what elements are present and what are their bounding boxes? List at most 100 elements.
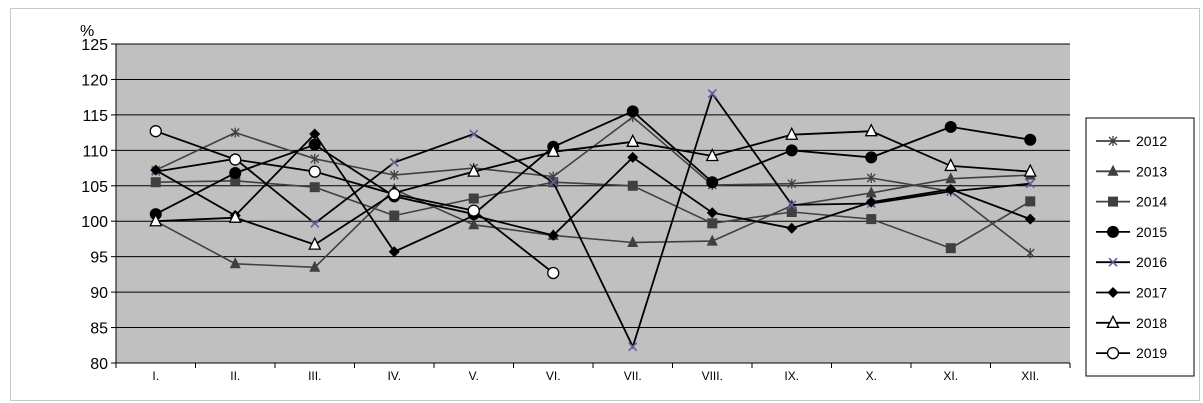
plot-area <box>116 44 1070 363</box>
legend-box <box>1085 117 1195 377</box>
data-point-2018 <box>149 213 163 227</box>
x-tick-label: V. <box>469 369 479 383</box>
legend-marker-2017 <box>1107 287 1119 298</box>
x-tick-label: XI. <box>943 369 958 383</box>
data-point-2018 <box>546 143 560 157</box>
data-point-2017 <box>150 164 162 176</box>
data-point-2013 <box>229 257 241 269</box>
data-point-2016 <box>1025 179 1035 189</box>
data-point-2015 <box>944 120 957 133</box>
y-tick-label: 110 <box>82 143 108 160</box>
legend-marker-2012 <box>1108 136 1118 146</box>
y-tick-label: 120 <box>81 72 108 89</box>
data-point-2019 <box>467 204 480 217</box>
data-point-2014 <box>150 177 161 188</box>
series-line-2016 <box>155 91 1031 350</box>
legend-marker-2019 <box>1106 346 1120 360</box>
data-point-2014 <box>230 175 241 186</box>
data-point-2017 <box>945 183 957 195</box>
x-tick-label: VIII. <box>702 369 723 383</box>
data-point-2014 <box>1025 196 1036 207</box>
data-point-2015 <box>229 167 242 180</box>
data-point-2015 <box>706 176 719 189</box>
data-point-2016 <box>310 218 320 228</box>
x-tick-label: I. <box>152 369 159 383</box>
series-line-2019 <box>155 130 554 274</box>
legend-marker-2014 <box>1108 196 1118 207</box>
data-point-2019 <box>149 125 162 138</box>
data-point-2013 <box>865 186 877 198</box>
data-point-2014 <box>627 180 638 191</box>
data-point-2018 <box>228 209 242 223</box>
x-tick-label: XII. <box>1021 369 1039 383</box>
x-tick-label: VII. <box>624 369 642 383</box>
y-tick-label: 85 <box>90 321 108 338</box>
series-line-2015 <box>155 110 1031 216</box>
data-point-2013 <box>945 172 957 184</box>
legend-label-2014: 2014 <box>1136 194 1167 210</box>
y-tick-label: 115 <box>82 108 108 125</box>
data-point-2017 <box>865 196 877 208</box>
data-point-2018 <box>705 148 719 162</box>
data-point-2017 <box>1024 213 1036 225</box>
data-point-2017 <box>627 151 639 163</box>
data-point-2016 <box>787 200 797 210</box>
x-tick-label: II. <box>230 369 240 383</box>
legend-label-2015: 2015 <box>1136 224 1167 240</box>
data-point-2017 <box>388 246 400 258</box>
data-point-2016 <box>469 129 479 139</box>
data-point-2014 <box>468 193 479 204</box>
series-line-2013 <box>155 174 1031 269</box>
data-point-2018 <box>864 123 878 137</box>
legend-label-2017: 2017 <box>1136 285 1167 301</box>
data-point-2014 <box>866 214 877 225</box>
legend-label-2018: 2018 <box>1136 315 1167 331</box>
legend-marker-2013 <box>1107 164 1119 176</box>
data-point-2012 <box>389 170 399 181</box>
data-point-2019 <box>308 165 321 178</box>
data-point-2017 <box>786 222 798 234</box>
series-line-2014 <box>155 179 1031 250</box>
data-point-2014 <box>945 243 956 254</box>
data-point-2016 <box>707 89 717 99</box>
legend-label-2012: 2012 <box>1136 133 1167 149</box>
series-line-2017 <box>155 132 1031 253</box>
y-tick-label: 95 <box>90 250 108 267</box>
data-point-2015 <box>626 105 639 118</box>
data-point-2018 <box>1023 163 1037 177</box>
data-point-2012 <box>866 172 876 183</box>
data-point-2017 <box>309 128 321 140</box>
data-point-2013 <box>309 260 321 272</box>
data-point-2016 <box>389 157 399 167</box>
data-point-2017 <box>547 229 559 241</box>
series-line-2018 <box>155 130 1031 246</box>
data-point-2012 <box>230 127 240 138</box>
legend-marker-2015 <box>1107 225 1119 238</box>
legend-label-2016: 2016 <box>1136 254 1167 270</box>
legend-label-2019: 2019 <box>1136 345 1167 361</box>
y-tick-label: 105 <box>81 179 108 196</box>
y-tick-label: 125 <box>81 37 108 54</box>
data-point-2016 <box>548 177 558 187</box>
x-tick-label: III. <box>308 369 321 383</box>
data-point-2014 <box>707 218 718 229</box>
data-point-2013 <box>468 218 480 230</box>
x-tick-label: X. <box>866 369 877 383</box>
x-tick-label: VI. <box>546 369 561 383</box>
data-point-2012 <box>1025 248 1035 259</box>
legend-label-2013: 2013 <box>1136 163 1167 179</box>
data-point-2015 <box>865 151 878 164</box>
data-point-2019 <box>547 266 560 280</box>
x-tick-label: IV. <box>387 369 401 383</box>
data-point-2013 <box>627 235 639 247</box>
y-tick-label: 100 <box>81 214 108 231</box>
data-point-2013 <box>706 234 718 246</box>
y-tick-label: 90 <box>90 285 108 302</box>
x-tick-label: IX. <box>784 369 799 383</box>
chart-frame <box>10 8 1200 401</box>
data-point-2018 <box>785 126 799 140</box>
data-point-2018 <box>308 236 322 250</box>
data-point-2015 <box>1024 133 1037 146</box>
data-point-2014 <box>309 182 320 193</box>
